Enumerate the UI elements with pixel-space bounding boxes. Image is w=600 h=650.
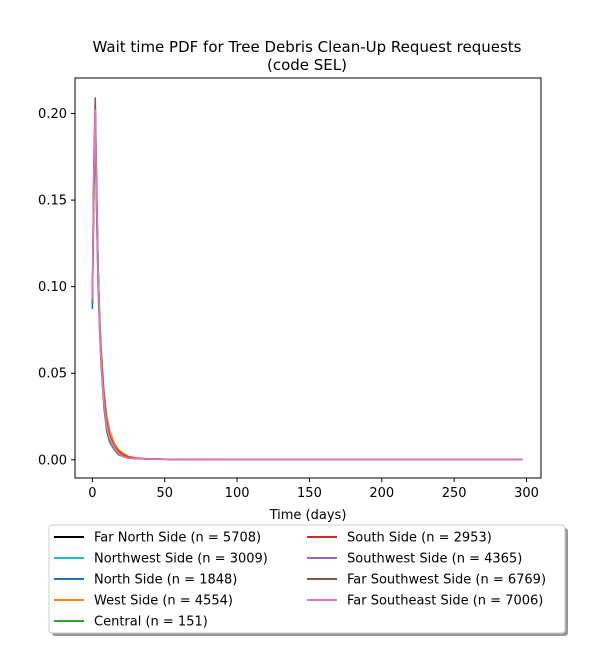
x-axis-label: Time (days) — [269, 508, 347, 523]
plot-frame — [74, 77, 542, 479]
legend-label: Southwest Side (n = 4365) — [347, 552, 522, 567]
axes: 0 50 100 150 200 250 300 0.00 0.05 0.10 0.15 0.20 Ti… — [38, 107, 539, 523]
y-tick-label: 0.20 — [38, 107, 67, 122]
chart-title: Wait time PDF for Tree Debris Clean-Up R… — [93, 38, 522, 74]
x-tick-label: 250 — [442, 486, 467, 501]
series-line-8 — [91, 109, 523, 461]
x-tick-label: 0 — [88, 486, 96, 501]
chart-title-line: Wait time PDF for Tree Debris Clean-Up R… — [93, 38, 522, 56]
legend-label: South Side (n = 2953) — [347, 531, 492, 546]
series-lines — [91, 97, 523, 461]
legend-label: Far Southwest Side (n = 6769) — [347, 573, 546, 588]
legend-label: Northwest Side (n = 3009) — [94, 552, 268, 567]
y-tick-label: 0.05 — [38, 367, 67, 382]
x-tick-label: 300 — [514, 486, 539, 501]
legend-label: Far North Side (n = 5708) — [94, 531, 261, 546]
chart-title-line: (code SEL) — [267, 56, 347, 74]
legend-label: West Side (n = 4554) — [94, 594, 233, 609]
y-tick-label: 0.00 — [38, 453, 67, 468]
x-tick-label: 50 — [156, 486, 173, 501]
legend-label: Central (n = 151) — [94, 615, 208, 630]
x-tick-label: 200 — [369, 486, 394, 501]
y-tick-label: 0.15 — [38, 194, 67, 209]
plot-area — [74, 77, 542, 479]
x-tick-label: 150 — [297, 486, 322, 501]
y-tick-label: 0.10 — [38, 280, 67, 295]
legend: Far North Side (n = 5708) Northwest Side … — [48, 524, 568, 636]
x-tick-label: 100 — [225, 486, 250, 501]
legend-label: Far Southeast Side (n = 7006) — [347, 594, 543, 609]
legend-label: North Side (n = 1848) — [94, 573, 237, 588]
